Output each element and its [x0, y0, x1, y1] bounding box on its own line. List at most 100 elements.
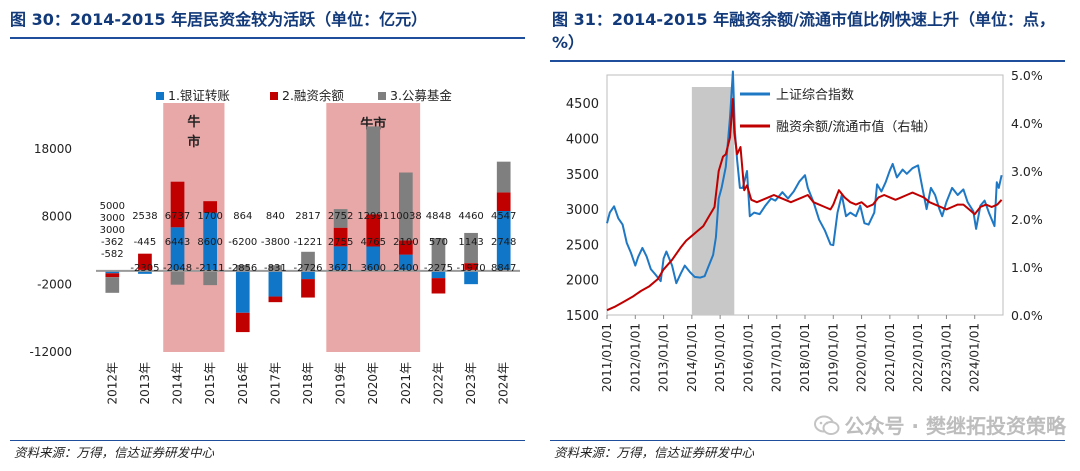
bar-segment — [398, 240, 413, 255]
bar-segment — [431, 278, 446, 294]
bar-data-label: 4848 — [426, 211, 451, 222]
legend-swatch — [156, 92, 164, 100]
bar-data-label: 2100 — [393, 237, 418, 248]
left-y-tick-label: 2000 — [566, 274, 599, 289]
bar-data-label: -1970 — [457, 263, 486, 274]
bar-segment — [496, 211, 511, 271]
bar-data-label: 6443 — [165, 237, 190, 248]
bar-segment — [431, 270, 446, 279]
y-tick-label: -2000 — [37, 277, 72, 291]
bar-data-label: -2275 — [424, 263, 453, 274]
bar-data-label: 3000 — [100, 225, 125, 236]
bar-data-label: 570 — [429, 237, 448, 248]
bar-data-label: 6737 — [165, 211, 190, 222]
left-source-note: 资料来源：万得，信达证券研发中心 — [14, 445, 215, 460]
watermark: 公众号 · 樊继拓投资策略 — [814, 410, 1066, 439]
bar-data-label: 3000 — [100, 213, 125, 224]
bar-segment — [333, 209, 348, 228]
bull-market-shade — [691, 87, 735, 315]
bar-data-label: 2817 — [295, 211, 320, 222]
wechat-icon — [814, 415, 840, 437]
x-tick-label: 2015/01/01 — [713, 323, 727, 392]
bar-segment — [431, 238, 446, 271]
y-tick-label: 8000 — [41, 210, 72, 224]
left-bar-chart: 牛市牛市-12000-2000800018000500030003000-362… — [29, 88, 520, 405]
bar-data-label: 4547 — [491, 211, 516, 222]
bar-data-label: -2726 — [293, 263, 322, 274]
bar-segment — [138, 270, 152, 274]
x-category-label: 2023年 — [464, 362, 478, 405]
bar-data-label: -831 — [264, 263, 287, 274]
right-y-tick-label: 1.0% — [1011, 260, 1043, 275]
bar-data-label: 8600 — [197, 237, 222, 248]
bar-data-label: -2305 — [130, 263, 159, 274]
bar-data-label: 1143 — [458, 237, 483, 248]
bar-segment — [105, 273, 120, 278]
bar-data-label: -582 — [101, 249, 124, 260]
bar-data-label: -445 — [134, 237, 157, 248]
bar-segment — [170, 227, 185, 271]
bar-segment — [366, 214, 381, 247]
bar-data-label: 2538 — [132, 211, 157, 222]
bull-market-label: 牛 — [187, 114, 200, 130]
legend-label: 3.公募基金 — [390, 88, 452, 103]
left-figure-panel: 图 30：2014-2015 年居民资金较为活跃（单位：亿元） 牛市牛市 -120… — [0, 0, 532, 471]
legend-label: 上证综合指数 — [776, 88, 854, 103]
bar-segment — [333, 227, 348, 247]
right-y-tick-label: 3.0% — [1011, 164, 1043, 179]
legend-swatch — [270, 92, 278, 100]
right-figure-title: 图 31：2014-2015 年融资余额/流通市值比例快速上升（单位：点，%） — [552, 10, 1055, 52]
bar-segment — [203, 212, 218, 271]
x-category-label: 2024年 — [497, 362, 511, 405]
x-tick-label: 2020/01/01 — [855, 323, 869, 392]
left-source-rule — [10, 440, 525, 441]
right-source-note: 资料来源：万得，信达证券研发中心 — [554, 445, 755, 460]
bar-segment — [170, 181, 185, 228]
x-category-label: 2022年 — [431, 362, 445, 405]
x-category-label: 2016年 — [236, 362, 250, 405]
bar-data-label: 8847 — [491, 263, 516, 274]
y-tick-label: 18000 — [34, 142, 72, 156]
legend-label: 2.融资余额 — [282, 88, 344, 103]
left-y-tick-label: 1500 — [566, 309, 599, 324]
bar-segment — [464, 232, 478, 264]
bar-data-label: 5000 — [100, 201, 125, 212]
bar-data-label: 3621 — [328, 263, 353, 274]
x-tick-label: 2022/01/01 — [911, 323, 925, 392]
bar-segment — [464, 263, 478, 271]
x-category-label: 2020年 — [366, 362, 380, 405]
x-category-label: 2017年 — [268, 362, 282, 405]
x-tick-label: 2019/01/01 — [826, 323, 840, 392]
x-category-label: 2013年 — [138, 362, 152, 405]
x-tick-label: 2023/01/01 — [939, 323, 953, 392]
right-y-tick-label: 2.0% — [1011, 212, 1043, 227]
legend-label: 1.银证转账 — [168, 88, 230, 103]
bar-data-label: 2748 — [491, 237, 516, 248]
x-category-label: 2014年 — [171, 362, 185, 405]
bar-segment — [105, 277, 120, 293]
right-title-rule — [550, 60, 1065, 62]
bar-segment — [333, 246, 348, 271]
bar-data-label: -362 — [101, 237, 124, 248]
x-tick-label: 2024/01/01 — [968, 323, 982, 392]
bar-segment — [105, 270, 120, 274]
bar-segment — [268, 296, 283, 303]
bar-data-label: -6200 — [228, 237, 257, 248]
left-figure-title: 图 30：2014-2015 年居民资金较为活跃（单位：亿元） — [10, 10, 428, 29]
x-category-label: 2021年 — [399, 362, 413, 405]
bar-data-label: 12991 — [357, 211, 389, 222]
bar-segment — [268, 265, 283, 271]
bar-segment — [235, 264, 250, 271]
right-source-rule — [550, 440, 1065, 441]
x-category-label: 2015年 — [203, 362, 217, 405]
legend-label: 融资余额/流通市值（右轴） — [776, 119, 936, 135]
bar-segment — [203, 270, 218, 286]
right-y-tick-label: 0.0% — [1011, 308, 1043, 323]
x-tick-label: 2013/01/01 — [657, 323, 671, 392]
right-y-tick-label: 5.0% — [1011, 68, 1043, 83]
x-category-label: 2012年 — [105, 362, 119, 405]
bar-segment — [301, 279, 315, 298]
bar-data-label: -2111 — [196, 263, 225, 274]
bar-data-label: 3600 — [361, 263, 386, 274]
x-tick-label: 2011/01/01 — [600, 323, 614, 392]
